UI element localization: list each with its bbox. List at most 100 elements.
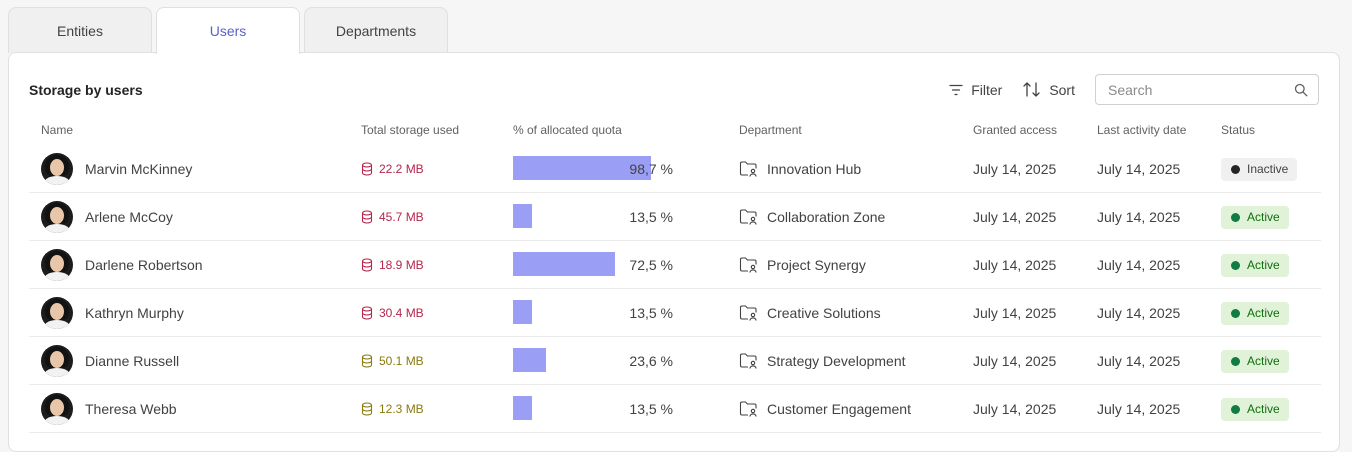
- granted-cell: July 14, 2025: [973, 337, 1056, 385]
- status-cell: Active: [1221, 241, 1289, 289]
- department-name: Strategy Development: [767, 353, 906, 369]
- last-activity-date: July 14, 2025: [1097, 257, 1181, 273]
- status-badge: Active: [1221, 349, 1289, 373]
- quota-value: 98,7 %: [629, 161, 673, 177]
- status-label: Active: [1247, 402, 1280, 416]
- status-dot: [1231, 164, 1240, 174]
- status-badge: Active: [1221, 253, 1289, 277]
- avatar: [41, 249, 73, 281]
- granted-date: July 14, 2025: [973, 305, 1057, 321]
- granted-date: July 14, 2025: [973, 209, 1057, 225]
- storage-cell: 12.3 MB: [361, 385, 424, 433]
- database-icon: [361, 354, 373, 368]
- quota-bar: [513, 300, 532, 324]
- tab-users[interactable]: Users: [156, 7, 300, 54]
- user-name: Darlene Robertson: [85, 257, 203, 273]
- storage-value: 45.7 MB: [379, 210, 424, 224]
- quota-bar: [513, 204, 532, 228]
- storage-value: 18.9 MB: [379, 258, 424, 272]
- granted-date: July 14, 2025: [973, 353, 1057, 369]
- storage-cell: 22.2 MB: [361, 145, 424, 193]
- storage-panel: Storage by users Filter Sort Name Total …: [8, 52, 1340, 452]
- status-badge: Active: [1221, 397, 1289, 421]
- sort-button[interactable]: Sort: [1022, 81, 1075, 99]
- granted-cell: July 14, 2025: [973, 193, 1056, 241]
- quota-cell: 23,6 %: [513, 337, 673, 385]
- folder-people-icon: [739, 257, 757, 273]
- granted-cell: July 14, 2025: [973, 145, 1056, 193]
- storage-cell: 30.4 MB: [361, 289, 424, 337]
- table-row[interactable]: Kathryn Murphy 30.4 MB 13,5 % Creative S…: [29, 289, 1321, 337]
- department-name: Customer Engagement: [767, 401, 911, 417]
- status-badge: Active: [1221, 205, 1289, 229]
- table-row[interactable]: Marvin McKinney 22.2 MB 98,7 % Innovatio…: [29, 145, 1321, 193]
- quota-value: 72,5 %: [629, 257, 673, 273]
- avatar: [41, 345, 73, 377]
- toolbar: Filter Sort: [948, 74, 1319, 105]
- filter-button[interactable]: Filter: [948, 82, 1002, 98]
- quota-value: 13,5 %: [629, 305, 673, 321]
- storage-cell: 18.9 MB: [361, 241, 424, 289]
- search-icon[interactable]: [1294, 83, 1308, 97]
- quota-value: 13,5 %: [629, 209, 673, 225]
- department-cell: Project Synergy: [739, 241, 866, 289]
- column-header-quota[interactable]: % of allocated quota: [513, 123, 622, 137]
- department-cell: Creative Solutions: [739, 289, 881, 337]
- folder-people-icon: [739, 161, 757, 177]
- tab-entities[interactable]: Entities: [8, 7, 152, 53]
- user-name: Marvin McKinney: [85, 161, 193, 177]
- tab-departments[interactable]: Departments: [304, 7, 448, 53]
- column-header-last-activity[interactable]: Last activity date: [1097, 123, 1187, 137]
- sort-label: Sort: [1049, 81, 1075, 98]
- granted-date: July 14, 2025: [973, 401, 1057, 417]
- table-header: Name Total storage used % of allocated q…: [29, 115, 1321, 145]
- granted-date: July 14, 2025: [973, 161, 1057, 177]
- status-badge: Active: [1221, 301, 1289, 325]
- column-header-storage[interactable]: Total storage used: [361, 123, 460, 137]
- quota-bar: [513, 348, 546, 372]
- status-cell: Active: [1221, 337, 1289, 385]
- granted-date: July 14, 2025: [973, 257, 1057, 273]
- column-header-name[interactable]: Name: [41, 123, 74, 137]
- quota-cell: 98,7 %: [513, 145, 673, 193]
- user-name: Arlene McCoy: [85, 209, 173, 225]
- status-cell: Active: [1221, 385, 1289, 433]
- database-icon: [361, 258, 373, 272]
- table-row[interactable]: Darlene Robertson 18.9 MB 72,5 % Project…: [29, 241, 1321, 289]
- department-name: Creative Solutions: [767, 305, 881, 321]
- department-cell: Customer Engagement: [739, 385, 911, 433]
- status-dot: [1231, 356, 1240, 366]
- last-activity-date: July 14, 2025: [1097, 353, 1181, 369]
- status-dot: [1231, 212, 1240, 222]
- department-name: Collaboration Zone: [767, 209, 886, 225]
- last-activity-cell: July 14, 2025: [1097, 241, 1180, 289]
- table-row[interactable]: Dianne Russell 50.1 MB 23,6 % Strategy D…: [29, 337, 1321, 385]
- storage-cell: 45.7 MB: [361, 193, 424, 241]
- database-icon: [361, 210, 373, 224]
- sort-icon: [1023, 81, 1040, 97]
- status-cell: Inactive: [1221, 145, 1298, 193]
- table-row[interactable]: Theresa Webb 12.3 MB 13,5 % Customer Eng…: [29, 385, 1321, 433]
- status-dot: [1231, 404, 1240, 414]
- column-header-status[interactable]: Status: [1221, 123, 1256, 137]
- last-activity-cell: July 14, 2025: [1097, 145, 1180, 193]
- status-label: Active: [1247, 354, 1280, 368]
- storage-value: 22.2 MB: [379, 162, 424, 176]
- quota-bar: [513, 396, 532, 420]
- department-name: Innovation Hub: [767, 161, 862, 177]
- table-body: Marvin McKinney 22.2 MB 98,7 % Innovatio…: [29, 145, 1321, 433]
- database-icon: [361, 162, 373, 176]
- column-header-department[interactable]: Department: [739, 123, 802, 137]
- column-header-granted[interactable]: Granted access: [973, 123, 1058, 137]
- quota-value: 13,5 %: [629, 401, 673, 417]
- table-row[interactable]: Arlene McCoy 45.7 MB 13,5 % Collaboratio…: [29, 193, 1321, 241]
- user-cell: Arlene McCoy: [41, 193, 173, 241]
- last-activity-date: July 14, 2025: [1097, 401, 1181, 417]
- database-icon: [361, 306, 373, 320]
- quota-cell: 13,5 %: [513, 193, 673, 241]
- search-input[interactable]: [1108, 81, 1294, 98]
- quota-cell: 13,5 %: [513, 289, 673, 337]
- filter-icon: [949, 84, 963, 95]
- user-name: Dianne Russell: [85, 353, 180, 369]
- user-cell: Kathryn Murphy: [41, 289, 184, 337]
